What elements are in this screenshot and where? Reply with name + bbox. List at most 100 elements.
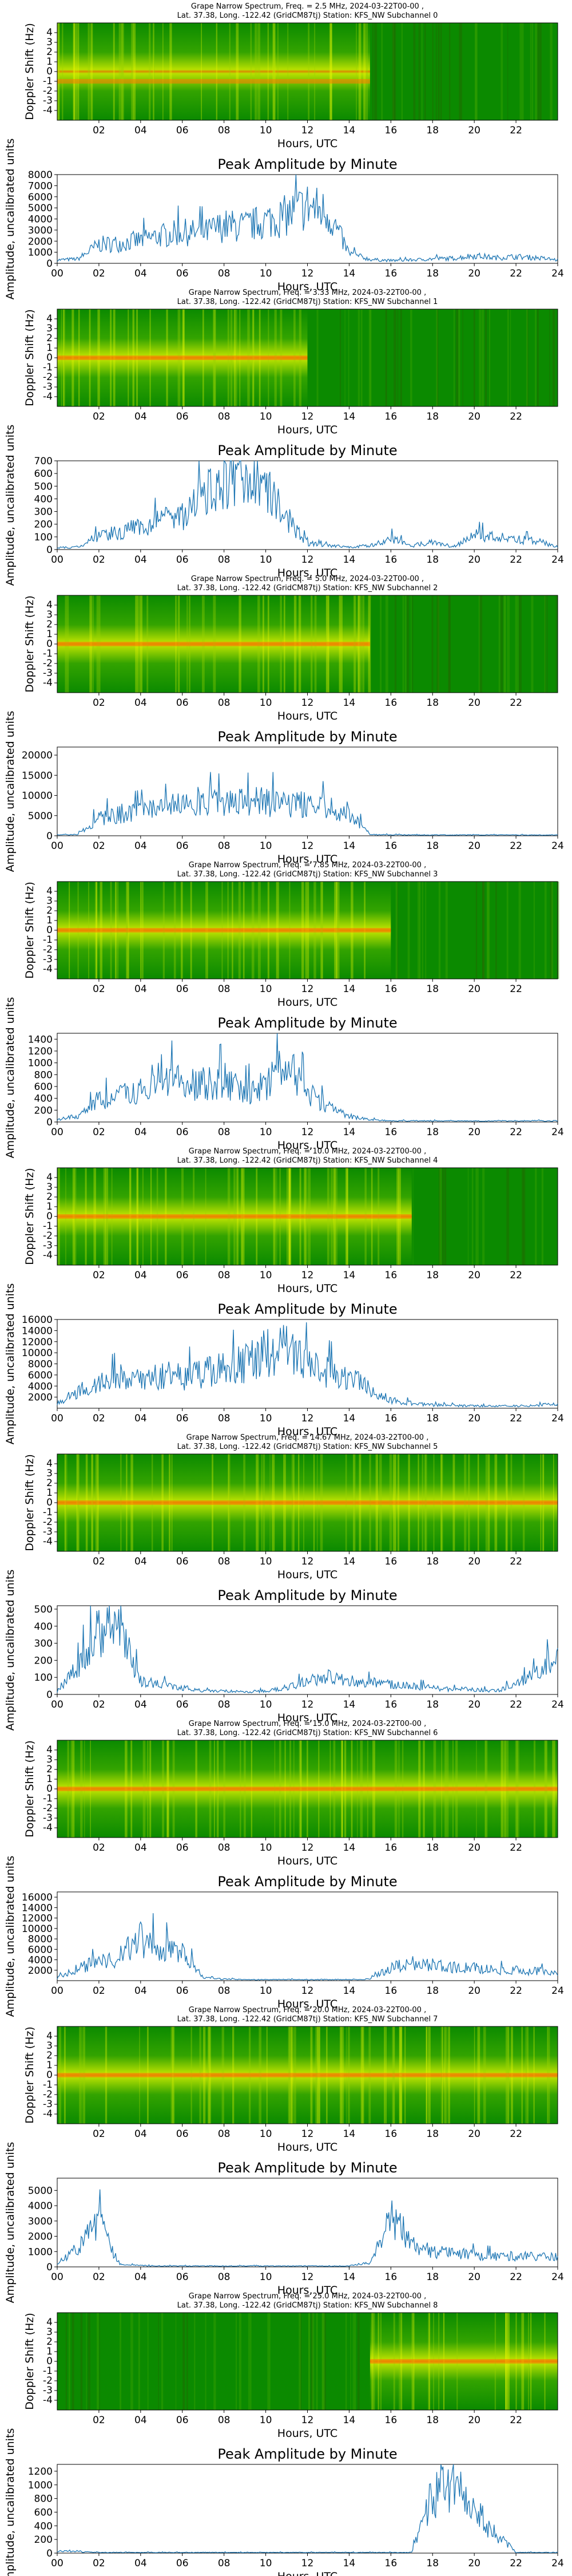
spectrogram-streak — [394, 595, 397, 693]
doppler-tick-label: 2 — [46, 1191, 53, 1203]
doppler-tick-label: 2 — [46, 333, 53, 344]
spectrogram — [57, 309, 558, 407]
y-axis-label: Amplitude, uncalibrated units — [4, 2142, 17, 2304]
amplitude-y-tick-label: 4000 — [28, 1955, 53, 1966]
y-axis-label: Doppler Shift (Hz) — [23, 2026, 36, 2124]
spectrogram-streak — [482, 882, 485, 979]
amplitude-x-tick-label: 10 — [260, 1413, 272, 1424]
amplitude-x-tick-label: 18 — [426, 2558, 439, 2569]
doppler-tick-label: -4 — [43, 1822, 53, 1834]
amplitude-y-tick-label: 400 — [34, 2520, 53, 2532]
amplitude-x-tick-label: 00 — [51, 1127, 63, 1138]
amplitude-frame — [57, 1319, 558, 1409]
amplitude-y-tick-label: 300 — [34, 507, 53, 518]
amplitude-x-tick-label: 04 — [134, 1985, 147, 1997]
spectrogram-streak — [395, 882, 397, 979]
x-tick-label: 12 — [301, 1270, 314, 1281]
x-tick-label: 14 — [343, 697, 356, 709]
amplitude-title: Peak Amplitude by Minute — [217, 442, 397, 459]
doppler-tick-label: 1 — [46, 2060, 53, 2071]
spectrogram-streak — [448, 595, 451, 693]
amplitude-x-tick-label: 02 — [93, 554, 105, 566]
doppler-tick-label: -4 — [43, 105, 53, 116]
doppler-tick-label: 0 — [46, 352, 53, 364]
amplitude-x-tick-label: 24 — [551, 2558, 564, 2569]
amplitude-series-line — [57, 1033, 558, 1122]
doppler-tick-label: -4 — [43, 677, 53, 689]
amplitude-x-tick-label: 24 — [551, 554, 564, 566]
doppler-tick-label: 2 — [46, 2050, 53, 2061]
x-tick-label: 22 — [510, 2415, 522, 2426]
amplitude-y-tick-label: 400 — [34, 493, 53, 505]
x-tick-label: 14 — [343, 125, 356, 136]
spectrogram-streak — [363, 23, 366, 120]
spectrogram-streak — [88, 23, 90, 120]
spectrogram-streak — [381, 23, 383, 120]
doppler-tick-label: 4 — [46, 886, 53, 897]
amplitude-title: Peak Amplitude by Minute — [217, 1587, 397, 1603]
amplitude-y-tick-label: 1000 — [28, 2246, 53, 2258]
x-tick-label: 12 — [301, 697, 314, 709]
spectrogram-streak — [236, 2313, 237, 2410]
amplitude-x-tick-label: 12 — [301, 1127, 314, 1138]
x-tick-label: 08 — [218, 2128, 231, 2140]
y-axis-label: Doppler Shift (Hz) — [23, 1454, 36, 1551]
x-axis-label: Hours, UTC — [277, 2284, 337, 2297]
doppler-tick-label: -1 — [43, 934, 53, 946]
amplitude-x-tick-label: 16 — [385, 1127, 398, 1138]
amplitude-x-tick-label: 20 — [468, 840, 480, 852]
amplitude-y-tick-label: 1000 — [28, 247, 53, 259]
spectrum-title-line1: Grape Narrow Spectrum, Freq. = 3.33 MHz,… — [189, 289, 426, 297]
spectrogram-carrier — [57, 2073, 558, 2077]
amplitude-series-line — [57, 174, 558, 263]
amplitude-y-tick-label: 0 — [46, 831, 53, 842]
x-axis-label: Hours, UTC — [277, 2570, 337, 2576]
spectrogram-streak — [250, 23, 252, 120]
spectrogram-streak — [471, 1168, 474, 1265]
doppler-tick-label: 0 — [46, 1783, 53, 1795]
amplitude-x-tick-label: 08 — [218, 2558, 231, 2569]
x-tick-label: 20 — [468, 411, 480, 422]
x-tick-label: 14 — [343, 1556, 356, 1567]
y-axis-label: Doppler Shift (Hz) — [23, 23, 36, 120]
spectrogram-streak — [431, 595, 434, 693]
amplitude-x-tick-label: 22 — [510, 1985, 522, 1997]
spectrogram-streak — [402, 595, 404, 693]
amplitude-y-tick-label: 1200 — [28, 2466, 53, 2478]
spectrogram-streak — [344, 309, 345, 406]
doppler-tick-label: 2 — [46, 46, 53, 58]
spectrogram-streak — [507, 309, 509, 406]
x-tick-label: 06 — [176, 1842, 189, 1854]
doppler-tick-label: 0 — [46, 2356, 53, 2367]
spectrogram-streak — [330, 23, 332, 120]
amplitude-x-tick-label: 18 — [426, 2271, 439, 2283]
spectrogram-streak — [161, 2313, 164, 2410]
x-tick-label: 02 — [93, 125, 105, 136]
doppler-tick-label: -4 — [43, 2108, 53, 2120]
x-axis-label: Hours, UTC — [277, 1425, 337, 1438]
spectrogram-streak — [182, 2313, 185, 2410]
spectrogram-streak — [455, 309, 459, 406]
amplitude-x-tick-label: 04 — [134, 2271, 147, 2283]
spectrogram-streak — [186, 2313, 188, 2410]
x-tick-label: 18 — [426, 1842, 439, 1854]
spectrogram-streak — [133, 23, 136, 120]
spectrogram-streak — [550, 23, 553, 120]
spectrogram-streak — [410, 309, 412, 406]
amplitude-x-tick-label: 22 — [510, 1413, 522, 1424]
amplitude-x-tick-label: 22 — [510, 2271, 522, 2283]
spectrogram-streak — [460, 23, 462, 120]
doppler-tick-label: -1 — [43, 648, 53, 659]
amplitude-frame — [57, 460, 558, 550]
doppler-tick-label: -2 — [43, 1803, 53, 1814]
amplitude-y-tick-label: 1000 — [28, 1058, 53, 1069]
amplitude-x-tick-label: 00 — [51, 2271, 63, 2283]
spectrogram-streak — [519, 23, 522, 120]
spectrum-title-line2: Lat. 37.38, Long. -122.42 (GridCM87tj) S… — [177, 2301, 438, 2310]
amplitude-x-tick-label: 06 — [176, 2271, 189, 2283]
spectrogram-streak — [147, 2313, 149, 2410]
y-axis-label: Amplitude, uncalibrated units — [4, 711, 17, 872]
x-axis-label: Hours, UTC — [277, 1568, 337, 1581]
spectrogram-streak — [392, 23, 395, 120]
spectrogram-streak — [130, 23, 134, 120]
